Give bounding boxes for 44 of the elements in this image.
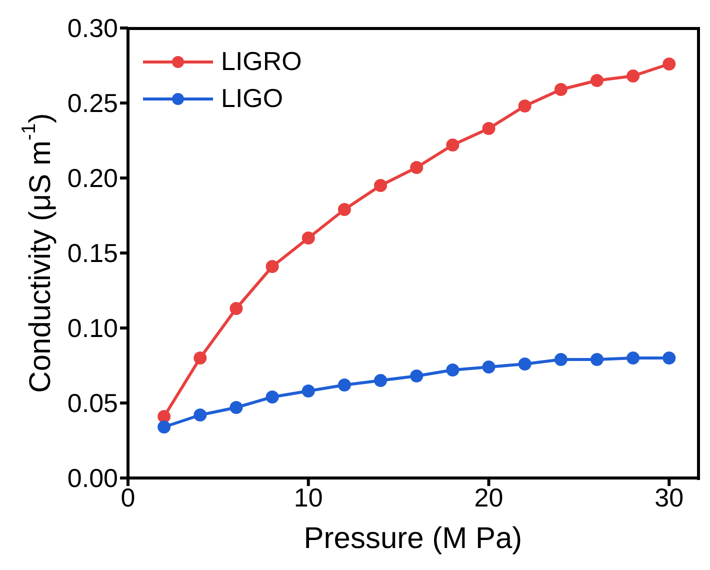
- y-tick-label: 0.10: [67, 313, 118, 344]
- point: [446, 138, 460, 152]
- point: [194, 352, 207, 364]
- point: [410, 161, 424, 174]
- point: [338, 378, 351, 392]
- point: [590, 74, 604, 87]
- x-axis-title: Pressure (M Pa): [304, 522, 522, 555]
- point: [266, 260, 279, 273]
- point: [518, 100, 532, 112]
- point: [482, 360, 496, 374]
- point: [626, 70, 640, 82]
- x-tick-label: 30: [654, 482, 684, 512]
- point: [158, 420, 171, 434]
- x-tick-label: 20: [474, 482, 504, 512]
- point: [662, 58, 676, 70]
- point: [554, 83, 568, 96]
- y-tick-label: 0.00: [67, 463, 118, 494]
- y-tick-label: 0.20: [67, 163, 118, 194]
- point: [158, 410, 171, 423]
- y-tick-label: 0.15: [67, 238, 118, 268]
- point: [662, 352, 676, 364]
- x-tick-label: 0: [120, 482, 136, 512]
- point: [554, 353, 568, 366]
- point: [374, 179, 388, 192]
- point: [230, 401, 243, 414]
- point: [194, 408, 207, 422]
- point: [446, 364, 460, 376]
- y-tick-label: 0.05: [67, 388, 118, 418]
- point: [302, 232, 315, 244]
- point: [338, 203, 351, 216]
- x-tick-label: 10: [294, 482, 323, 512]
- point: [230, 302, 243, 315]
- legend-label: LIGRO: [221, 46, 302, 77]
- point: [626, 352, 640, 364]
- point: [374, 374, 388, 387]
- point: [302, 384, 315, 398]
- legend-label: LIGO: [221, 83, 284, 114]
- y-tick-label: 0.30: [67, 13, 118, 44]
- y-tick-label: 0.25: [67, 88, 118, 118]
- point: [518, 358, 532, 370]
- point: [590, 353, 604, 366]
- point: [410, 370, 424, 382]
- point: [482, 122, 496, 135]
- point: [266, 390, 279, 404]
